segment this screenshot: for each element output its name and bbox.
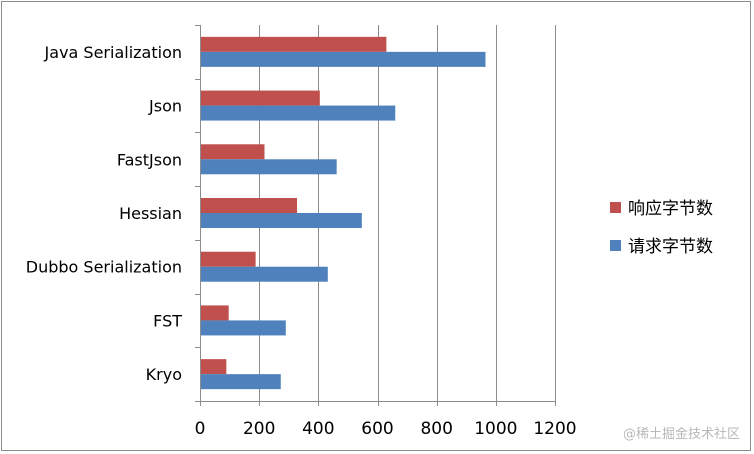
watermark: @稀土掘金技术社区	[623, 426, 740, 442]
tick-label-1200: 1200	[533, 419, 576, 439]
bar-response-4	[200, 251, 256, 267]
bar-request-3	[200, 213, 362, 228]
category-label-2: FastJson	[117, 150, 182, 169]
bar-request-6	[200, 374, 281, 390]
category-label-6: Kryo	[146, 365, 182, 384]
legend-label-1: 请求字节数	[628, 237, 713, 257]
legend-label-0: 响应字节数	[628, 199, 713, 219]
category-label-1: Json	[148, 97, 182, 116]
gridlines	[259, 25, 556, 401]
tick-label-400: 400	[302, 419, 334, 439]
bar-response-2	[200, 144, 265, 160]
tick-label-1000: 1000	[474, 419, 517, 439]
bar-response-3	[200, 198, 298, 213]
category-label-0: Java Serialization	[44, 43, 182, 62]
bars	[200, 36, 486, 390]
tick-label-200: 200	[243, 419, 275, 439]
category-labels: Java Serialization Json FastJson Hessian Dub…	[26, 43, 182, 384]
tick-labels: 0 200 400 600 800 1000 1200	[195, 419, 577, 439]
tick-label-600: 600	[361, 419, 393, 439]
bar-request-4	[200, 266, 328, 282]
bar-response-0	[200, 36, 387, 52]
category-label-5: FST	[153, 311, 182, 330]
legend-swatch-1	[610, 240, 621, 251]
bar-response-6	[200, 359, 227, 375]
axes	[195, 25, 556, 406]
category-label-3: Hessian	[119, 204, 182, 223]
category-label-4: Dubbo Serialization	[26, 258, 182, 277]
bar-request-5	[200, 320, 286, 336]
bar-response-5	[200, 305, 229, 321]
tick-label-800: 800	[420, 419, 452, 439]
bar-request-2	[200, 159, 337, 175]
bar-request-1	[200, 105, 396, 121]
tick-label-0: 0	[195, 419, 206, 439]
bar-response-1	[200, 90, 320, 106]
legend-swatch-0	[610, 202, 621, 213]
bar-request-0	[200, 51, 486, 67]
